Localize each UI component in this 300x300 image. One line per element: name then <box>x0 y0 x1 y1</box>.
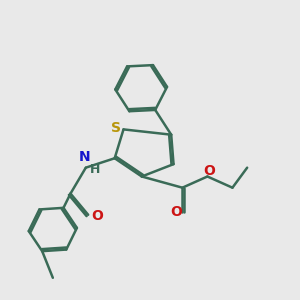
Text: H: H <box>89 163 100 176</box>
Text: N: N <box>79 150 90 164</box>
Text: O: O <box>170 205 182 219</box>
Text: O: O <box>203 164 215 178</box>
Text: S: S <box>111 121 121 135</box>
Text: O: O <box>91 209 103 223</box>
